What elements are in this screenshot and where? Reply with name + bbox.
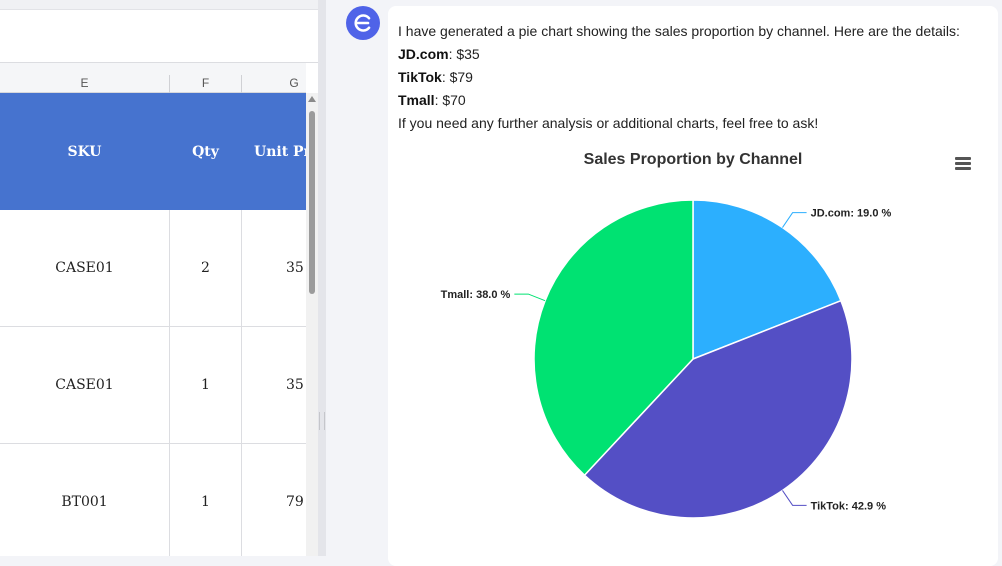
table-header-row: SKU Qty Unit Pr xyxy=(0,93,306,210)
header-cell-qty[interactable]: Qty xyxy=(192,143,219,160)
cell-qty[interactable]: 2 xyxy=(201,260,210,276)
data-label: JD.com: 19.0 % xyxy=(811,208,892,220)
pie-slice-tiktok[interactable] xyxy=(583,299,853,519)
cell-divider xyxy=(241,327,242,443)
cell-unit-price[interactable]: 79 xyxy=(286,494,304,510)
column-separator[interactable] xyxy=(241,75,242,93)
header-cell-unit-price[interactable]: Unit Pr xyxy=(254,143,306,160)
cell-divider xyxy=(241,444,242,556)
message-intro: I have generated a pie chart showing the… xyxy=(398,23,960,39)
column-header-row: E F G xyxy=(0,63,306,93)
assistant-avatar xyxy=(346,6,380,40)
header-cell-sku[interactable]: SKU xyxy=(67,143,102,160)
detail-value: : $35 xyxy=(448,46,480,62)
spreadsheet-pane: E F G SKU Qty Unit Pr CASE01 2 35 CASE01… xyxy=(0,0,318,556)
column-header-f[interactable]: F xyxy=(201,76,210,90)
sheet-grid: SKU Qty Unit Pr CASE01 2 35 CASE01 1 35 … xyxy=(0,93,306,556)
table-row: BT001 1 79 xyxy=(0,444,306,556)
detail-value: : $70 xyxy=(434,92,466,108)
pie-chart: JD.com: 19.0 % TikTok: 42.9 % Tmall: 38.0 … xyxy=(388,146,998,566)
column-header-e[interactable]: E xyxy=(80,76,89,90)
pane-splitter[interactable] xyxy=(318,0,326,556)
table-row: CASE01 2 35 xyxy=(0,210,306,327)
pie-slice-tmall[interactable] xyxy=(533,199,694,477)
cell-unit-price[interactable]: 35 xyxy=(286,260,304,276)
detail-name: JD.com xyxy=(398,46,449,62)
euro-letter-icon xyxy=(354,14,371,32)
chat-pane: I have generated a pie chart showing the… xyxy=(326,0,1002,566)
pie-slice-jd-com[interactable] xyxy=(692,199,842,361)
scroll-up-arrow-icon[interactable] xyxy=(308,96,316,102)
message-outro: If you need any further analysis or addi… xyxy=(398,115,819,131)
cell-divider xyxy=(169,327,170,443)
cell-sku[interactable]: CASE01 xyxy=(55,260,114,276)
hamburger-menu-icon[interactable] xyxy=(954,155,974,171)
data-label: TikTok: 42.9 % xyxy=(811,500,887,512)
chart-title: Sales Proportion by Channel xyxy=(583,151,803,168)
cell-divider xyxy=(169,444,170,556)
column-separator[interactable] xyxy=(169,75,170,93)
detail-value: : $79 xyxy=(441,69,473,85)
data-label: Tmall: 38.0 % xyxy=(441,289,511,301)
cell-unit-price[interactable]: 35 xyxy=(286,377,304,393)
data-label-connector xyxy=(514,293,546,302)
assistant-message: I have generated a pie chart showing the… xyxy=(388,6,998,566)
data-label-connector xyxy=(782,212,807,228)
table-row: CASE01 1 35 xyxy=(0,327,306,444)
column-header-g[interactable]: G xyxy=(289,76,299,90)
message-detail-tmall: Tmall: $70 xyxy=(398,89,988,112)
scrollbar-thumb[interactable] xyxy=(309,111,315,294)
detail-name: TikTok xyxy=(398,69,442,85)
cell-divider xyxy=(241,210,242,326)
splitter-grip-icon[interactable] xyxy=(319,412,325,430)
detail-name: Tmall xyxy=(398,92,435,108)
toolbar-strip xyxy=(0,0,318,10)
cell-sku[interactable]: BT001 xyxy=(61,494,108,510)
vertical-scrollbar[interactable] xyxy=(306,93,318,556)
data-label-connector xyxy=(782,490,807,506)
message-detail-jd: JD.com: $35 xyxy=(398,43,988,66)
formula-bar[interactable] xyxy=(0,10,318,63)
cell-qty[interactable]: 1 xyxy=(201,494,210,510)
cell-divider xyxy=(169,210,170,326)
pie-chart-svg: JD.com: 19.0 % TikTok: 42.9 % Tmall: 38.0 … xyxy=(441,199,892,519)
cell-sku[interactable]: CASE01 xyxy=(55,377,114,393)
cell-qty[interactable]: 1 xyxy=(201,377,210,393)
message-detail-tiktok: TikTok: $79 xyxy=(398,66,988,89)
